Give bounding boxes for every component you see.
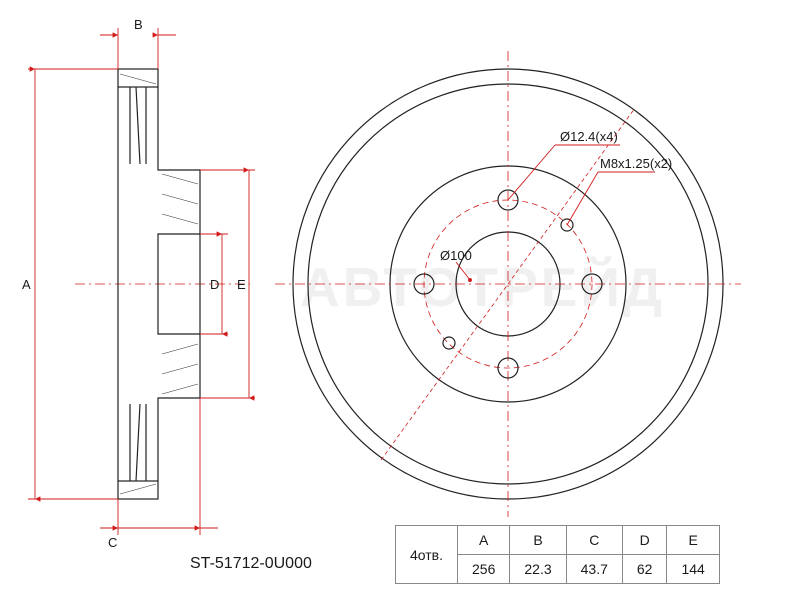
table-header: A bbox=[458, 526, 510, 555]
table-header: D bbox=[622, 526, 667, 555]
dimensions bbox=[28, 28, 655, 535]
table-header: B bbox=[510, 526, 566, 555]
bolt-annotation: Ø12.4(x4) bbox=[560, 129, 618, 144]
dimension-table: 4отв. A B C D E 256 22.3 43.7 62 144 bbox=[395, 525, 720, 584]
table-value: 22.3 bbox=[510, 555, 566, 584]
dim-letter-c: C bbox=[108, 535, 117, 550]
dim-letter-e: E bbox=[237, 277, 246, 292]
dim-letter-b: B bbox=[134, 17, 143, 32]
table-header: C bbox=[566, 526, 622, 555]
table-value: 43.7 bbox=[566, 555, 622, 584]
table-header: E bbox=[667, 526, 719, 555]
side-view bbox=[75, 69, 250, 499]
thread-annotation: M8x1.25(x2) bbox=[600, 156, 672, 171]
dim-letter-a: A bbox=[22, 277, 31, 292]
drawing-canvas bbox=[0, 0, 800, 600]
table-value: 144 bbox=[667, 555, 719, 584]
dim-letter-d: D bbox=[210, 277, 219, 292]
table-value: 256 bbox=[458, 555, 510, 584]
bore-annotation: Ø100 bbox=[440, 248, 472, 263]
part-number: ST-51712-0U000 bbox=[190, 555, 312, 573]
table-note: 4отв. bbox=[396, 526, 458, 584]
table-value: 62 bbox=[622, 555, 667, 584]
